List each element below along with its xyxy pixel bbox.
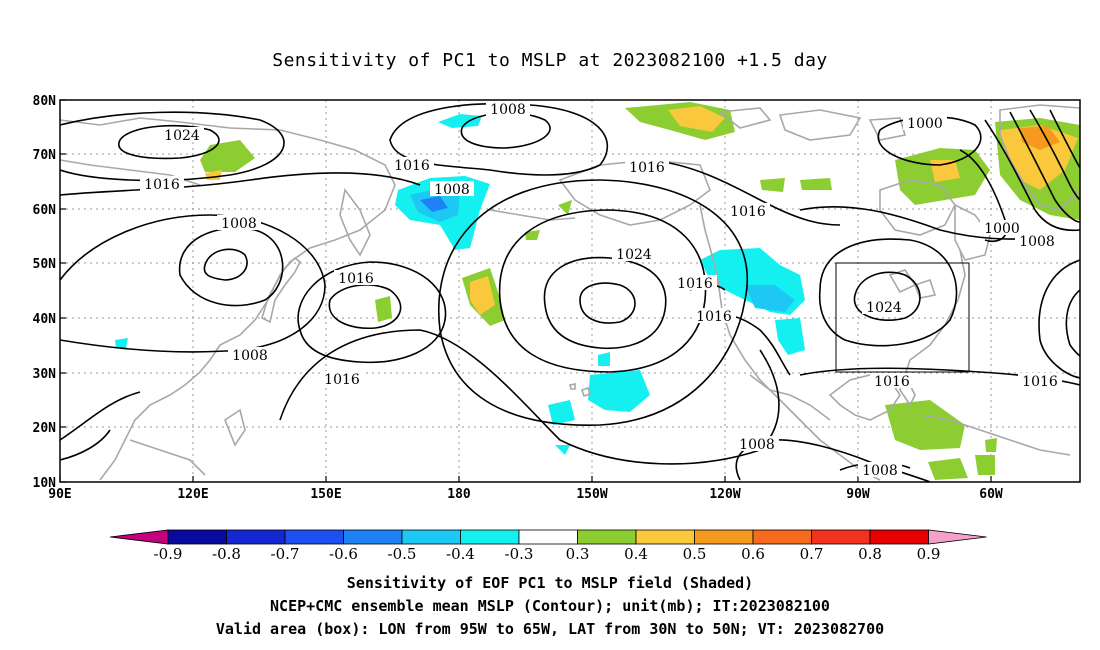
colorbar-swatch xyxy=(869,529,929,545)
colorbar-label: -0.6 xyxy=(329,545,358,563)
colorbar-label: 0.3 xyxy=(566,545,590,563)
caption-valid-area: Valid area (box): LON from 95W to 65W, L… xyxy=(215,620,885,638)
contour-label: 1008 xyxy=(221,216,257,232)
colorbar-label: 0.6 xyxy=(741,545,765,563)
lon-label-180: 180 xyxy=(447,487,471,502)
lat-label-80n: 80N xyxy=(33,94,57,109)
contour-label: 1024 xyxy=(164,128,200,144)
contour-label: 1016 xyxy=(144,177,180,193)
colorbar-swatch xyxy=(284,529,344,545)
colorbar-label: -0.7 xyxy=(271,545,300,563)
contour-label: 1008 xyxy=(490,102,526,118)
contour-label: 1000 xyxy=(984,221,1020,237)
colorbar-label: 0.5 xyxy=(683,545,707,563)
lon-label-120e: 120E xyxy=(177,487,208,502)
lat-label-10n: 10N xyxy=(33,476,57,491)
contour-label: 1016 xyxy=(696,309,732,325)
colorbar-left-arrow xyxy=(109,529,169,545)
map-frame xyxy=(59,99,1081,483)
contour-label: 1016 xyxy=(874,374,910,390)
colorbar-swatch xyxy=(518,529,578,545)
contour-labels: 1008 1024 1016 1016 1008 1008 1016 1016 … xyxy=(140,101,1062,479)
map-figure: 80N 70N 60N 50N 40N 30N 20N 10N 90E 120E… xyxy=(33,94,1081,563)
colorbar-swatch xyxy=(167,529,227,545)
contour-label: 1008 xyxy=(862,463,898,479)
contour-label: 1024 xyxy=(866,300,902,316)
colorbar: -0.9 -0.8 -0.7 -0.6 -0.5 -0.4 -0.3 0.3 0.4 0.5 0.6… xyxy=(109,529,987,563)
colorbar-swatch xyxy=(752,529,812,545)
colorbar-swatch xyxy=(460,529,520,545)
contour-label: 1008 xyxy=(434,182,470,198)
lon-label-150w: 150W xyxy=(576,487,607,502)
coastlines xyxy=(60,104,1080,481)
colorbar-swatch xyxy=(811,529,871,545)
pressure-contours xyxy=(60,102,1080,482)
lon-label-120w: 120W xyxy=(709,487,740,502)
contour-label: 1016 xyxy=(394,158,430,174)
shaded-negative-blue xyxy=(420,196,448,212)
colorbar-swatch xyxy=(635,529,695,545)
contour-label: 1016 xyxy=(677,276,713,292)
colorbar-swatch xyxy=(343,529,403,545)
contour-label: 1024 xyxy=(616,247,652,263)
longitude-labels: 90E 120E 150E 180 150W 120W 90W 60W xyxy=(48,487,1003,502)
caption-contour: NCEP+CMC ensemble mean MSLP (Contour); u… xyxy=(270,597,830,615)
colorbar-label: -0.4 xyxy=(446,545,475,563)
colorbar-label: -0.5 xyxy=(388,545,417,563)
contour-label: 1016 xyxy=(338,271,374,287)
lon-label-90e: 90E xyxy=(48,487,71,502)
lon-label-90w: 90W xyxy=(846,487,870,502)
colorbar-swatch xyxy=(401,529,461,545)
valid-area-box xyxy=(835,262,970,373)
colorbar-swatch xyxy=(226,529,286,545)
contour-label: 1016 xyxy=(730,204,766,220)
lon-label-60w: 60W xyxy=(979,487,1003,502)
colorbar-label: 0.7 xyxy=(800,545,824,563)
contour-label: 1008 xyxy=(1019,234,1055,250)
colorbar-swatch xyxy=(577,529,637,545)
contour-label: 1000 xyxy=(907,116,943,132)
tick-marks xyxy=(59,99,992,483)
colorbar-label: -0.8 xyxy=(212,545,241,563)
lat-label-60n: 60N xyxy=(33,203,57,218)
lat-label-40n: 40N xyxy=(33,312,57,327)
colorbar-swatch xyxy=(694,529,754,545)
contour-label: 1016 xyxy=(629,160,665,176)
colorbar-right-arrow xyxy=(928,529,987,545)
lat-label-50n: 50N xyxy=(33,257,57,272)
contour-label: 1016 xyxy=(324,372,360,388)
colorbar-label: 0.9 xyxy=(917,545,941,563)
colorbar-label: -0.9 xyxy=(154,545,183,563)
contour-label: 1016 xyxy=(1022,374,1058,390)
caption-shaded: Sensitivity of EOF PC1 to MSLP field (Sh… xyxy=(346,574,754,592)
lat-label-20n: 20N xyxy=(33,421,57,436)
contour-label: 1008 xyxy=(232,348,268,364)
chart-title: Sensitivity of PC1 to MSLP at 2023082100… xyxy=(272,50,828,71)
lat-label-70n: 70N xyxy=(33,148,57,163)
lat-label-30n: 30N xyxy=(33,367,57,382)
colorbar-label: 0.8 xyxy=(858,545,882,563)
contour-label: 1008 xyxy=(739,437,775,453)
latitude-labels: 80N 70N 60N 50N 40N 30N 20N 10N xyxy=(33,94,57,491)
colorbar-label: -0.3 xyxy=(505,545,534,563)
lon-label-150e: 150E xyxy=(310,487,341,502)
colorbar-label: 0.4 xyxy=(624,545,648,563)
